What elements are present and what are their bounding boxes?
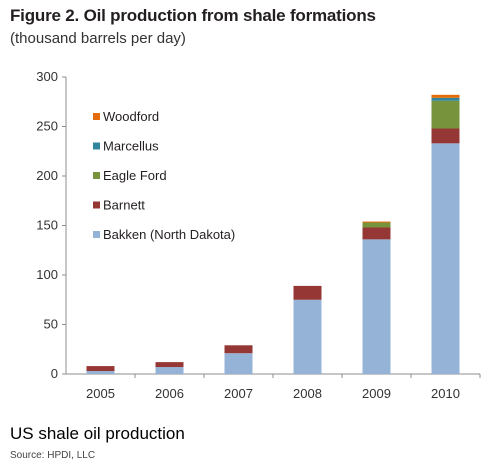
legend-swatch <box>93 201 100 209</box>
figure-caption: US shale oil production <box>10 424 185 443</box>
source-note: Source: HPDI, LLC <box>10 450 96 461</box>
bar-segment <box>155 367 184 374</box>
bar-segment <box>431 94 460 98</box>
bar-segment <box>362 239 391 374</box>
legend-swatch <box>93 113 100 120</box>
legend-swatch <box>93 172 100 179</box>
x-tick-label: 2007 <box>224 386 253 401</box>
bar-segment <box>431 128 460 144</box>
x-tick-label: 2008 <box>293 386 322 401</box>
legend-label: Marcellus <box>103 139 159 154</box>
y-tick-label: 0 <box>51 366 58 381</box>
bar-segment <box>293 299 322 374</box>
x-tick-label: 2009 <box>362 386 391 401</box>
y-tick-label: 200 <box>36 168 58 183</box>
legend-swatch <box>93 231 100 238</box>
bar-segment <box>362 221 391 223</box>
legend-label: Woodford <box>103 109 159 124</box>
bar-segment <box>224 345 253 354</box>
legend-label: Eagle Ford <box>103 168 167 183</box>
bar-segment <box>86 371 115 374</box>
legend-label: Bakken (North Dakota) <box>103 227 235 242</box>
legend-label: Barnett <box>103 198 145 213</box>
chart-subtitle: (thousand barrels per day) <box>10 30 186 47</box>
x-tick-label: 2005 <box>86 386 115 401</box>
bar-segment <box>224 353 253 374</box>
bar-segment <box>86 366 115 372</box>
y-tick-label: 250 <box>36 119 58 134</box>
y-tick-label: 150 <box>36 218 58 233</box>
y-tick-label: 300 <box>36 69 58 84</box>
bar-segment <box>431 143 460 374</box>
bar-segment <box>362 222 391 228</box>
x-tick-label: 2006 <box>155 386 184 401</box>
chart-title: Figure 2. Oil production from shale form… <box>10 6 376 25</box>
x-tick-label: 2010 <box>431 386 460 401</box>
bar-segment <box>293 285 322 300</box>
bar-segment <box>155 362 184 368</box>
legend-swatch <box>93 142 100 150</box>
bar-segment <box>431 97 460 101</box>
bar-segment <box>431 100 460 129</box>
stacked-bar-chart: 0 50 100 150 200 250 300 2005 2006 2007 2008 2009 20… <box>36 69 481 401</box>
y-tick-label: 100 <box>36 267 58 282</box>
bar-segment <box>362 227 391 240</box>
y-tick-label: 50 <box>44 317 58 332</box>
